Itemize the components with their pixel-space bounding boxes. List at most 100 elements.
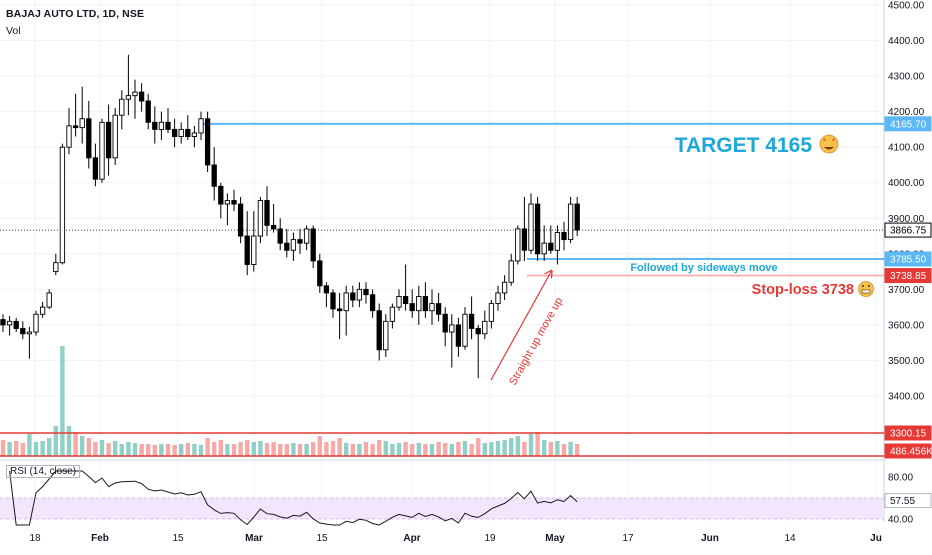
time-tick-label: Apr bbox=[403, 533, 420, 544]
volume-bar bbox=[93, 442, 98, 456]
candle-body bbox=[257, 200, 264, 237]
volume-bar bbox=[476, 438, 481, 456]
volume-bar bbox=[575, 444, 580, 456]
candle-body bbox=[567, 203, 574, 241]
candle-body bbox=[211, 164, 217, 187]
price-tick-label: 4300.00 bbox=[888, 72, 925, 83]
candle-body bbox=[336, 308, 343, 312]
volume-bar bbox=[555, 441, 560, 456]
volume-bar bbox=[165, 444, 171, 456]
volume-bar bbox=[7, 442, 12, 456]
volume-bar bbox=[20, 443, 25, 456]
candle-body bbox=[218, 185, 224, 205]
volume-bar bbox=[27, 434, 32, 456]
volume-bar bbox=[159, 444, 164, 456]
volume-bar bbox=[291, 443, 296, 456]
volume-bar bbox=[390, 444, 395, 456]
candle-body bbox=[350, 292, 356, 301]
price-tick-label: 3600.00 bbox=[888, 320, 925, 331]
price-tick-label: 4400.00 bbox=[888, 36, 925, 47]
volume-bar bbox=[317, 436, 322, 456]
candle-body bbox=[92, 157, 99, 180]
candle-body bbox=[125, 95, 132, 100]
price-tick-label: 3400.00 bbox=[888, 392, 925, 403]
volume-bar bbox=[119, 444, 124, 456]
candle-body bbox=[442, 313, 448, 333]
price-axis: 4500.00 4400.00 4300.00 4200.00 4100.00 4000.… bbox=[888, 1, 925, 526]
volume-bar bbox=[330, 441, 336, 456]
candle-body bbox=[46, 292, 52, 308]
trend-arrow bbox=[490, 269, 553, 381]
volume-bar bbox=[515, 436, 520, 456]
volume-bar bbox=[225, 444, 230, 456]
volume-bar bbox=[192, 444, 197, 456]
volume-bar bbox=[462, 441, 468, 456]
volume-bar bbox=[357, 444, 362, 456]
candle-body bbox=[99, 121, 105, 180]
rsi-tick-label: 40.00 bbox=[888, 515, 913, 526]
candle-body bbox=[178, 128, 184, 137]
volume-bar bbox=[86, 438, 91, 456]
candle-body bbox=[53, 262, 59, 273]
candle-body bbox=[277, 228, 283, 244]
time-axis: 18 Feb 15 Mar 15 Apr 19 May 17 Jun 14 Ju bbox=[29, 533, 881, 544]
candle-body bbox=[409, 303, 415, 312]
volume-bar bbox=[383, 441, 388, 456]
stoploss-badge: 3738.85 bbox=[890, 271, 927, 282]
volume-bar bbox=[350, 444, 355, 456]
volume-bar bbox=[152, 445, 157, 456]
volume-bar bbox=[363, 442, 369, 456]
candle-body bbox=[270, 224, 277, 230]
rsi-band-fill bbox=[0, 498, 884, 519]
time-tick-label: Mar bbox=[245, 533, 263, 544]
target-badge: 4165.70 bbox=[890, 119, 927, 130]
rsi-label: RSI (14, close) bbox=[6, 465, 81, 478]
candle-body bbox=[237, 203, 244, 237]
candle-body bbox=[20, 328, 26, 335]
candle-body bbox=[356, 288, 363, 301]
target-badge-bg bbox=[884, 116, 932, 132]
volume-bar bbox=[99, 440, 105, 456]
volume-bar bbox=[304, 444, 309, 456]
volume-bar bbox=[218, 440, 223, 456]
volume-bar bbox=[40, 441, 45, 456]
volume-bar bbox=[251, 442, 256, 456]
candle-body bbox=[528, 203, 534, 251]
candle-body bbox=[119, 98, 125, 116]
sideways-badge-bg bbox=[884, 251, 932, 267]
volume-bar bbox=[113, 441, 118, 456]
volume-bar bbox=[245, 440, 250, 456]
volume-bars bbox=[0, 346, 580, 456]
candle-body bbox=[343, 292, 349, 312]
candle-body bbox=[244, 235, 250, 265]
volume-bar bbox=[258, 441, 263, 456]
candle-body bbox=[429, 303, 435, 312]
rsi-tick-label: 80.00 bbox=[888, 473, 913, 484]
volume-bar bbox=[429, 444, 435, 456]
volume-bar bbox=[311, 442, 316, 456]
candle-body bbox=[198, 118, 204, 134]
volume-bar bbox=[0, 440, 6, 456]
candle-body bbox=[191, 132, 198, 137]
volume-bar bbox=[469, 444, 474, 456]
candle-body bbox=[310, 228, 316, 262]
volume-bar bbox=[423, 444, 428, 456]
star-struck-emoji-icon bbox=[819, 134, 839, 154]
time-tick-label: May bbox=[545, 533, 565, 544]
candle-body bbox=[534, 203, 541, 255]
candle-body bbox=[402, 296, 409, 305]
candle-body bbox=[521, 228, 528, 251]
volume-bar bbox=[297, 444, 303, 456]
candle-body bbox=[515, 228, 521, 262]
candle-body bbox=[482, 320, 488, 335]
candle-body bbox=[462, 313, 468, 347]
volume-bar bbox=[489, 442, 494, 456]
time-tick-label: 18 bbox=[29, 533, 41, 544]
volume-bar bbox=[403, 442, 408, 456]
time-tick-label: 15 bbox=[316, 533, 328, 544]
volume-bar bbox=[568, 442, 573, 456]
volume-bar bbox=[542, 440, 547, 456]
candle-body bbox=[369, 294, 376, 312]
volume-bar bbox=[14, 441, 19, 456]
